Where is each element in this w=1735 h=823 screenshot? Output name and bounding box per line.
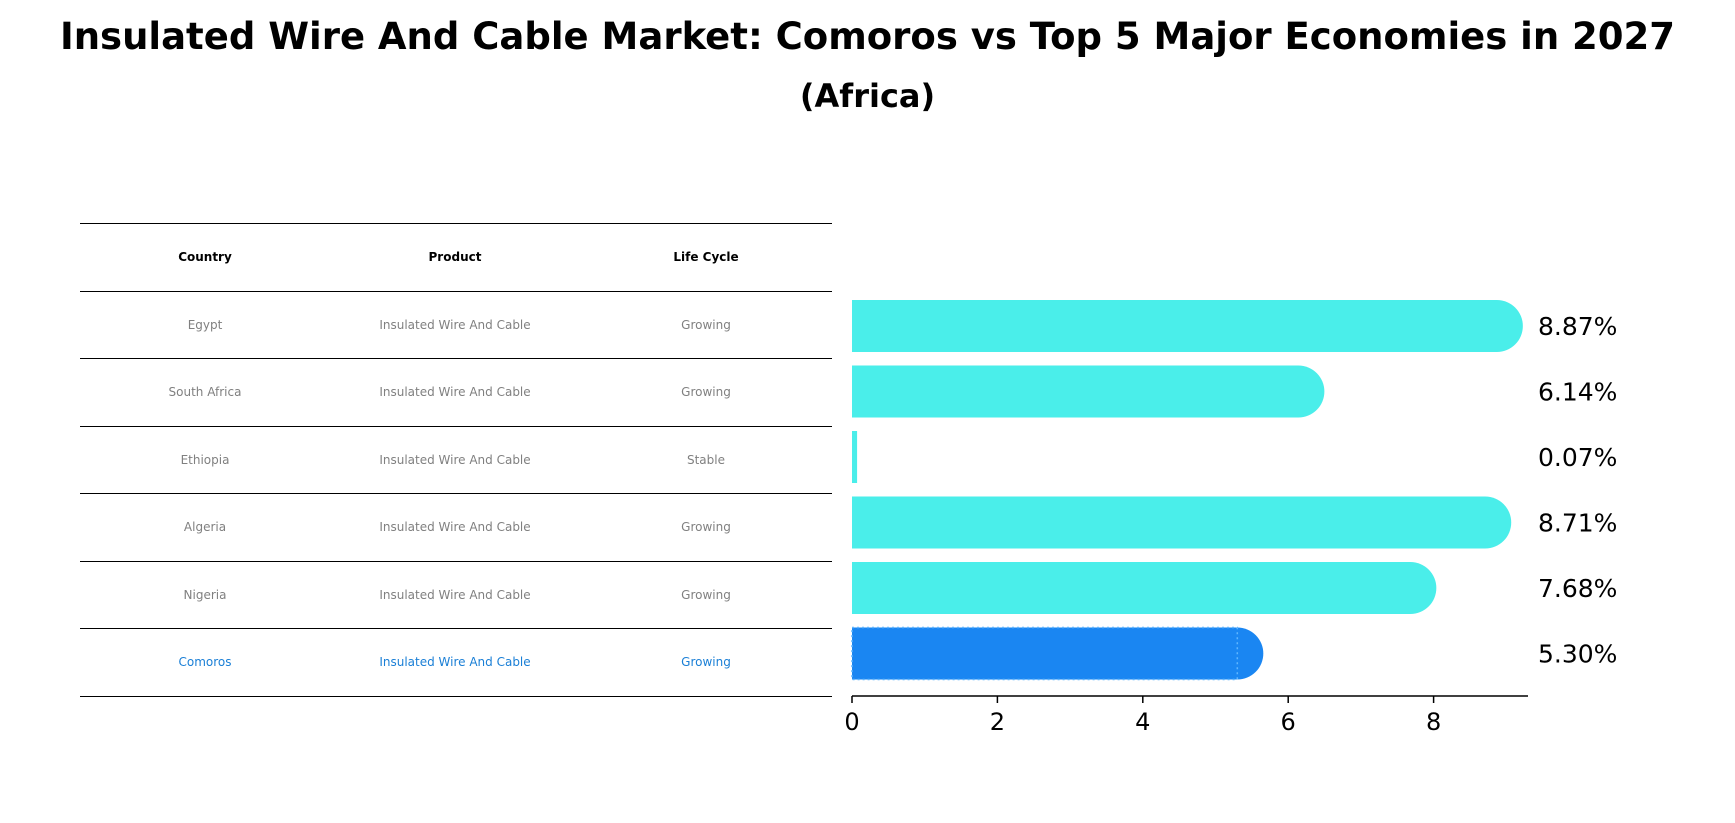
cell-country: South Africa <box>168 385 242 400</box>
table-header-row: Country Product Life Cycle <box>80 223 832 291</box>
cell-country: Algeria <box>183 520 227 535</box>
cell-country: Ethiopia <box>180 452 230 467</box>
bar-cap-algeria <box>1459 496 1512 549</box>
x-tick-label-8: 8 <box>1426 708 1441 736</box>
cell-product: Insulated Wire And Cable <box>379 385 531 400</box>
data-table: Country Product Life Cycle Egypt Insulat… <box>80 223 832 697</box>
cell-product: Insulated Wire And Cable <box>379 655 531 670</box>
bar-ethiopia <box>852 431 858 483</box>
bar-comoros <box>852 627 1238 680</box>
table-row: South Africa Insulated Wire And Cable Gr… <box>80 358 832 426</box>
cell-product: Insulated Wire And Cable <box>379 520 531 535</box>
x-tick-label-6: 6 <box>1281 708 1296 736</box>
cell-country: Nigeria <box>183 587 227 602</box>
value-label-nigeria: 7.68% <box>1538 574 1617 603</box>
table-row: Nigeria Insulated Wire And Cable Growing <box>80 560 832 629</box>
table-row: Algeria Insulated Wire And Cable Growing <box>80 493 832 561</box>
cell-life-cycle: Growing <box>681 385 731 400</box>
value-label-algeria: 8.71% <box>1538 509 1617 538</box>
bar-cap-egypt <box>1470 300 1523 352</box>
cell-product: Insulated Wire And Cable <box>379 317 531 332</box>
table-row: Egypt Insulated Wire And Cable Growing <box>80 290 832 359</box>
table-row: Ethiopia Insulated Wire And Cable Stable <box>80 425 832 494</box>
cell-life-cycle: Stable <box>686 452 725 467</box>
bar-algeria <box>852 496 1486 549</box>
bar-outline-comoros <box>851 626 1239 681</box>
bar-cap-nigeria <box>1384 562 1437 614</box>
bar-nigeria <box>852 562 1411 614</box>
cell-country: Comoros <box>178 655 232 670</box>
bar-south-africa <box>852 365 1299 418</box>
x-tick-label-2: 2 <box>990 708 1005 736</box>
cell-life-cycle: Growing <box>681 317 731 332</box>
cell-life-cycle: Growing <box>681 520 731 535</box>
cell-product: Insulated Wire And Cable <box>379 587 531 602</box>
x-tick-label-4: 4 <box>1135 708 1150 736</box>
cell-life-cycle: Growing <box>681 587 731 602</box>
value-label-comoros: 5.30% <box>1538 640 1617 669</box>
cell-product: Insulated Wire And Cable <box>379 452 531 467</box>
cell-country: Egypt <box>187 317 223 332</box>
table-row-highlight: Comoros Insulated Wire And Cable Growing <box>80 628 832 697</box>
chart-subtitle: (Africa) <box>799 77 936 115</box>
value-label-south-africa: 6.14% <box>1538 378 1617 407</box>
header-country: Country <box>178 250 232 265</box>
header-product: Product <box>428 250 482 265</box>
bar-egypt <box>852 300 1497 352</box>
header-life-cycle: Life Cycle <box>673 250 739 265</box>
value-label-ethiopia: 0.07% <box>1538 443 1617 472</box>
cell-life-cycle: Growing <box>681 655 731 670</box>
chart-title: Insulated Wire And Cable Market: Comoros… <box>59 15 1676 58</box>
value-label-egypt: 8.87% <box>1538 312 1617 341</box>
bar-cap-south-africa <box>1272 365 1325 418</box>
x-tick-label-0: 0 <box>844 708 859 736</box>
